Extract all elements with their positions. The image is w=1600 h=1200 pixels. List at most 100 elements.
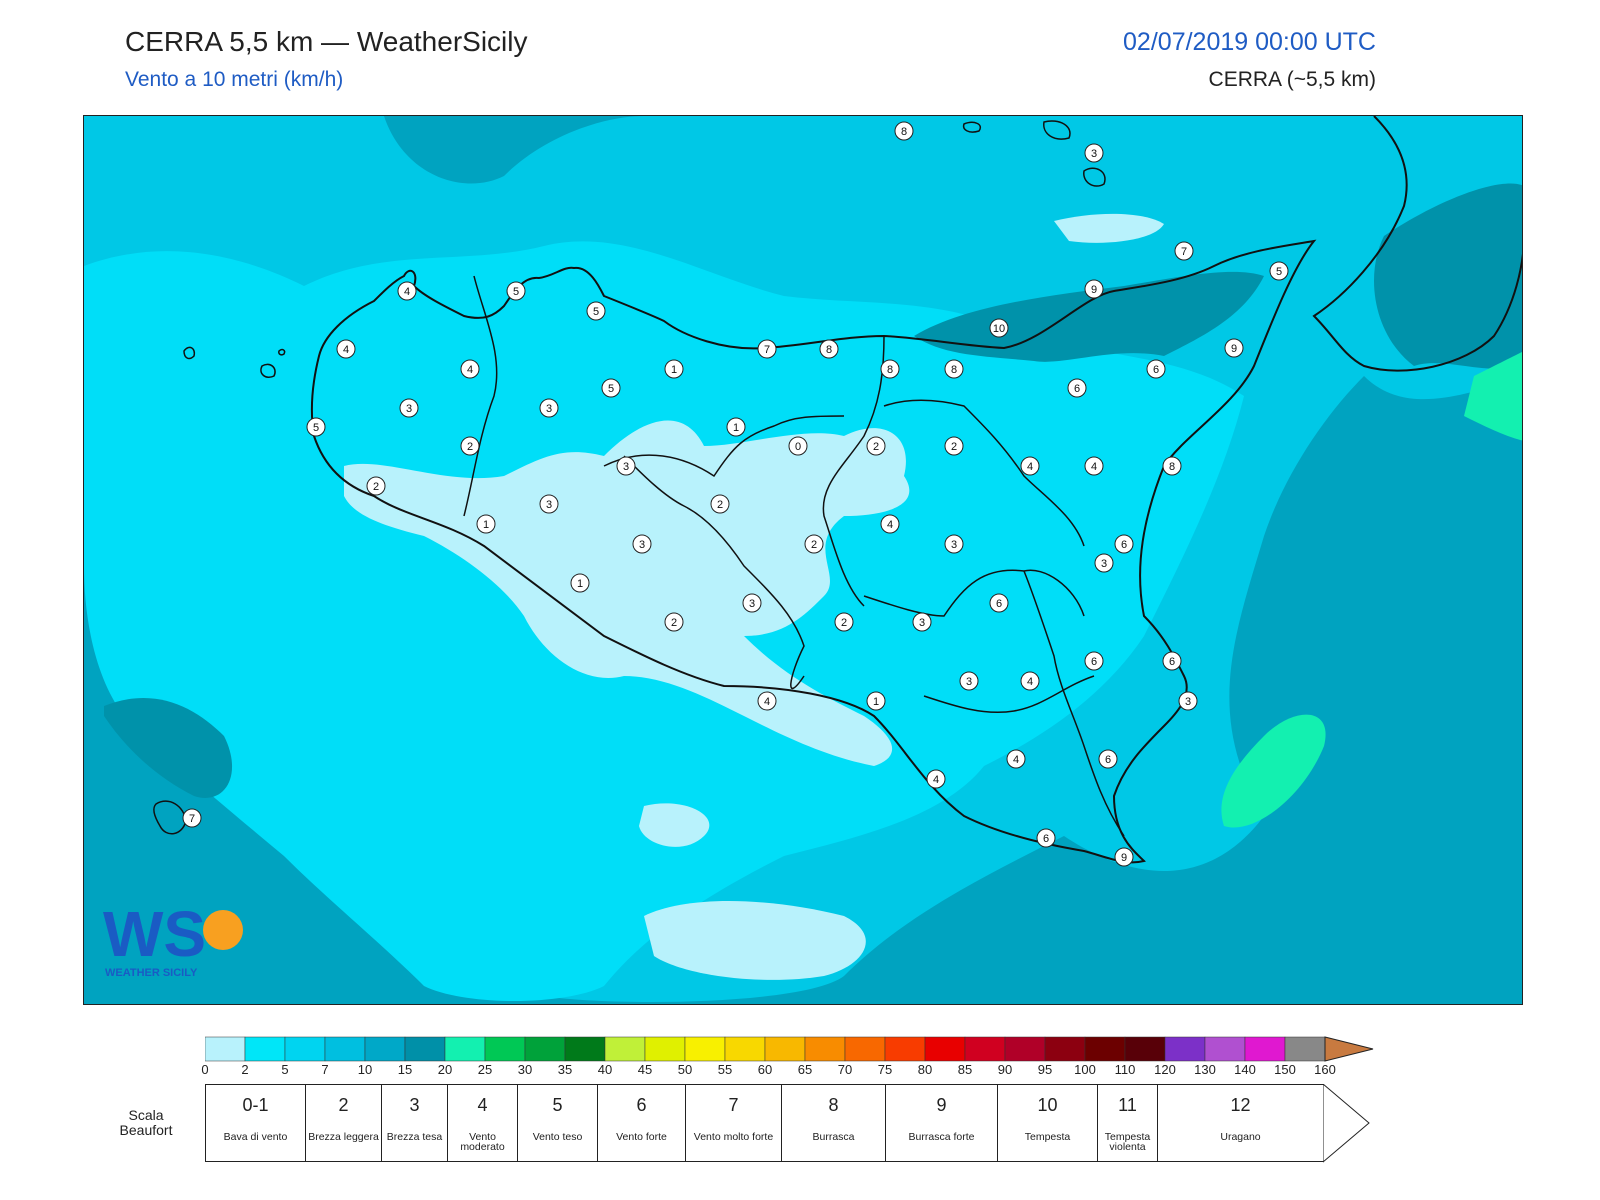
station-marker-circle <box>1006 749 1026 769</box>
station-marker-circle <box>601 378 621 398</box>
beaufort-description: Bava di vento <box>223 1131 288 1143</box>
station-marker-circle <box>1114 847 1134 867</box>
beaufort-cell: 7 Vento molto forte <box>685 1084 781 1162</box>
station-marker-circle <box>1114 534 1134 554</box>
station-marker-circle <box>866 436 886 456</box>
station-wind-value: 6 <box>1153 364 1159 376</box>
station-wind-value: 8 <box>887 364 893 376</box>
beaufort-number: 8 <box>828 1095 839 1115</box>
station-marker-circle <box>306 417 326 437</box>
color-scale-label: 80 <box>917 1062 933 1077</box>
station-marker-circle <box>944 359 964 379</box>
station-marker: 3 <box>1178 691 1198 711</box>
station-wind-value: 8 <box>901 126 907 138</box>
color-scale-swatch <box>564 1036 606 1062</box>
station-marker-circle <box>710 494 730 514</box>
station-marker: 2 <box>366 476 386 496</box>
station-wind-value: 4 <box>404 286 410 298</box>
logo-text: WEATHER SICILY <box>105 967 198 979</box>
color-scale-swatch <box>644 1036 686 1062</box>
station-marker-circle <box>1162 651 1182 671</box>
beaufort-number: 12 <box>1230 1095 1251 1115</box>
station-marker-circle <box>1098 749 1118 769</box>
station-marker: 2 <box>866 436 886 456</box>
station-marker-circle <box>866 691 886 711</box>
station-wind-value: 7 <box>764 344 770 356</box>
station-marker-circle <box>989 593 1009 613</box>
station-marker-circle <box>989 318 1009 338</box>
color-scale-label: 150 <box>1274 1062 1296 1077</box>
station-marker: 5 <box>306 417 326 437</box>
beaufort-cell: 6 Vento forte <box>597 1084 685 1162</box>
station-wind-value: 2 <box>467 441 473 453</box>
station-marker-circle <box>788 436 808 456</box>
province-borders <box>463 275 1125 837</box>
station-wind-value: 1 <box>483 519 489 531</box>
color-scale-label: 45 <box>637 1062 653 1077</box>
station-marker-circle <box>1084 456 1104 476</box>
color-scale-label: 5 <box>281 1062 289 1077</box>
station-marker: 1 <box>664 359 684 379</box>
station-marker: 6 <box>1114 534 1134 554</box>
station-marker-circle <box>336 339 356 359</box>
station-marker: 4 <box>397 281 417 301</box>
color-scale-swatch <box>924 1036 966 1062</box>
wind-band-0-2 <box>644 901 866 980</box>
station-wind-value: 4 <box>467 364 473 376</box>
wind-band-15-20 <box>1464 352 1522 441</box>
station-marker: 2 <box>834 612 854 632</box>
beaufort-cell: 11 Tempesta violenta <box>1097 1084 1157 1162</box>
station-marker-circle <box>1146 359 1166 379</box>
station-marker-circle <box>1084 279 1104 299</box>
station-marker: 2 <box>710 494 730 514</box>
station-wind-value: 9 <box>1121 852 1127 864</box>
station-wind-value: 6 <box>1043 833 1049 845</box>
station-wind-value: 2 <box>841 617 847 629</box>
color-scale-label: 75 <box>877 1062 893 1077</box>
color-scale-label: 35 <box>557 1062 573 1077</box>
station-marker: 6 <box>1084 651 1104 671</box>
color-scale-swatch <box>804 1036 846 1062</box>
station-wind-value: 6 <box>1074 383 1080 395</box>
map-subtitle: Vento a 10 metri (km/h) <box>125 68 344 91</box>
beaufort-description: Tempesta <box>1024 1131 1071 1143</box>
station-marker-circle <box>944 436 964 456</box>
color-scale-swatch <box>284 1036 326 1062</box>
station-marker-circle <box>182 808 202 828</box>
color-scale-swatch <box>1204 1036 1246 1062</box>
color-scale-label: 15 <box>397 1062 413 1077</box>
station-marker-circle <box>1067 378 1087 398</box>
station-marker-circle <box>1036 828 1056 848</box>
station-marker: 2 <box>460 436 480 456</box>
station-marker: 8 <box>894 121 914 141</box>
station-marker: 4 <box>460 359 480 379</box>
station-marker-circle <box>1269 261 1289 281</box>
station-marker: 4 <box>1020 671 1040 691</box>
calabria-coastline <box>1312 116 1522 372</box>
station-marker: 9 <box>1114 847 1134 867</box>
color-scale-label: 70 <box>837 1062 853 1077</box>
station-marker: 8 <box>819 339 839 359</box>
station-wind-value: 6 <box>1169 656 1175 668</box>
station-marker: 5 <box>586 301 606 321</box>
color-scale-label: 85 <box>957 1062 973 1077</box>
beaufort-number: 4 <box>477 1095 488 1115</box>
station-wind-value: 2 <box>873 441 879 453</box>
station-marker: 1 <box>570 573 590 593</box>
color-scale-swatch <box>205 1036 246 1062</box>
station-marker: 6 <box>1098 749 1118 769</box>
station-marker-circle <box>894 121 914 141</box>
station-wind-value: 1 <box>577 578 583 590</box>
wind-band-10-15 <box>104 697 233 798</box>
station-marker: 2 <box>804 534 824 554</box>
wind-band-10-15 <box>914 271 1264 362</box>
station-marker: 0 <box>788 436 808 456</box>
station-wind-value: 2 <box>671 617 677 629</box>
station-marker: 2 <box>664 612 684 632</box>
color-scale-swatch <box>1284 1036 1326 1062</box>
station-wind-value: 6 <box>1121 539 1127 551</box>
station-wind-value: 1 <box>733 422 739 434</box>
beaufort-cell: 8 Burrasca <box>781 1084 885 1162</box>
station-wind-value: 5 <box>1276 266 1282 278</box>
